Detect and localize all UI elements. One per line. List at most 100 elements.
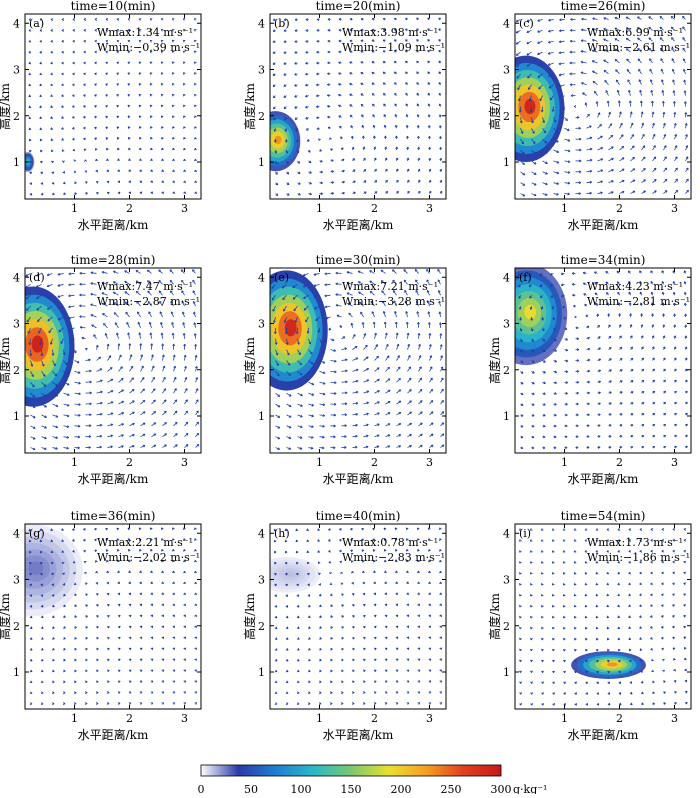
wind-arrowhead	[52, 670, 54, 672]
y-tick-label: 1	[503, 410, 510, 423]
y-axis-label: 高度/km	[0, 593, 12, 640]
y-tick-label: 4	[503, 17, 510, 30]
x-tick-label: 2	[126, 456, 133, 469]
wind-arrowhead	[308, 670, 310, 672]
y-tick-label: 4	[503, 271, 510, 284]
wind-arrowhead	[74, 159, 76, 161]
wind-arrowhead	[286, 702, 288, 704]
wind-arrowhead	[564, 692, 566, 694]
wind-arrowhead	[618, 583, 620, 585]
wind-arrowhead	[40, 51, 42, 53]
wind-arrowhead	[519, 703, 521, 705]
wmax-label: Wmax:2.21 m·s⁻¹	[97, 536, 193, 549]
y-tick-label: 2	[503, 364, 510, 377]
wind-arrowhead	[128, 19, 130, 21]
y-tick-label: 4	[13, 527, 20, 540]
wind-arrowhead	[184, 127, 186, 129]
wind-arrowhead	[162, 192, 164, 194]
wind-arrowhead	[95, 571, 97, 573]
wind-arrowhead	[107, 692, 109, 694]
wind-arrowhead	[297, 702, 299, 704]
wind-arrowhead	[530, 692, 532, 694]
wind-arrowhead	[139, 19, 141, 21]
x-axis-label: 水平距离/km	[568, 471, 639, 486]
panel-label: (h)	[274, 527, 290, 540]
wind-arrowhead	[363, 703, 365, 705]
wind-arrowhead	[106, 73, 108, 75]
y-tick-label: 2	[258, 620, 265, 633]
wind-arrowhead	[40, 62, 42, 64]
wind-arrowhead	[195, 116, 197, 118]
y-tick-label: 1	[13, 156, 20, 169]
x-tick-label: 1	[71, 456, 78, 469]
wind-arrowhead	[41, 702, 43, 704]
wind-arrowhead	[29, 62, 31, 64]
y-tick-label: 3	[503, 64, 510, 77]
x-tick-label: 3	[426, 456, 433, 469]
y-tick-label: 1	[13, 666, 20, 679]
y-tick-label: 3	[258, 318, 265, 331]
x-tick-label: 1	[71, 202, 78, 215]
x-tick-label: 1	[71, 712, 78, 725]
x-tick-label: 1	[561, 202, 568, 215]
wind-arrowhead	[51, 62, 53, 64]
wind-arrowhead	[297, 681, 299, 683]
wind-arrowhead	[151, 703, 153, 705]
wmax-label: Wmax:1.34 m·s⁻¹	[97, 26, 193, 39]
wind-arrowhead	[30, 659, 32, 661]
wind-arrowhead	[363, 692, 365, 694]
wind-arrowhead	[195, 528, 197, 530]
wind-arrowhead	[140, 703, 142, 705]
wind-arrowhead	[607, 572, 609, 574]
y-axis-label: 高度/km	[242, 337, 257, 384]
wind-arrowhead	[41, 659, 43, 661]
wind-arrowhead	[531, 627, 533, 629]
panel-label: (d)	[29, 271, 45, 284]
wind-arrowhead	[330, 572, 332, 574]
wind-arrowhead	[118, 681, 120, 683]
panel-title: time=30(min)	[316, 253, 401, 267]
y-tick-label: 2	[258, 364, 265, 377]
mixing-ratio-fill	[571, 651, 646, 679]
wind-arrowhead	[195, 539, 197, 541]
wind-arrowhead	[519, 692, 521, 694]
y-tick-label: 4	[258, 271, 265, 284]
x-tick-label: 1	[316, 202, 323, 215]
wind-arrowhead	[374, 670, 376, 672]
wind-arrowhead	[184, 528, 186, 530]
wind-arrowhead	[363, 681, 365, 683]
wind-arrowhead	[552, 692, 554, 694]
wind-arrowhead	[607, 528, 609, 530]
wind-arrowhead	[286, 681, 288, 683]
wind-arrowhead	[129, 692, 131, 694]
wind-arrowhead	[173, 604, 175, 606]
wind-arrowhead	[73, 149, 75, 151]
y-tick-label: 3	[258, 574, 265, 587]
panel-title: time=26(min)	[561, 0, 646, 13]
wind-arrowhead	[183, 604, 185, 606]
y-tick-label: 1	[258, 410, 265, 423]
wind-arrowhead	[530, 681, 532, 683]
x-tick-label: 3	[426, 202, 433, 215]
wind-arrowhead	[117, 84, 119, 86]
wind-arrowhead	[531, 616, 533, 618]
wind-arrowhead	[297, 648, 299, 650]
x-tick-label: 3	[181, 456, 188, 469]
wind-arrowhead	[618, 594, 620, 596]
wind-arrowhead	[118, 692, 120, 694]
panel-title: time=20(min)	[316, 0, 401, 13]
y-tick-label: 2	[258, 110, 265, 123]
wind-arrowhead	[106, 18, 108, 20]
wind-arrowhead	[385, 703, 387, 705]
panel-title: time=40(min)	[316, 509, 401, 523]
wind-arrowhead	[128, 62, 130, 64]
wind-arrowhead	[396, 703, 398, 705]
wind-arrowhead	[29, 40, 31, 42]
x-axis-label: 水平距离/km	[568, 217, 639, 232]
x-tick-label: 2	[371, 712, 378, 725]
y-tick-label: 1	[503, 156, 510, 169]
